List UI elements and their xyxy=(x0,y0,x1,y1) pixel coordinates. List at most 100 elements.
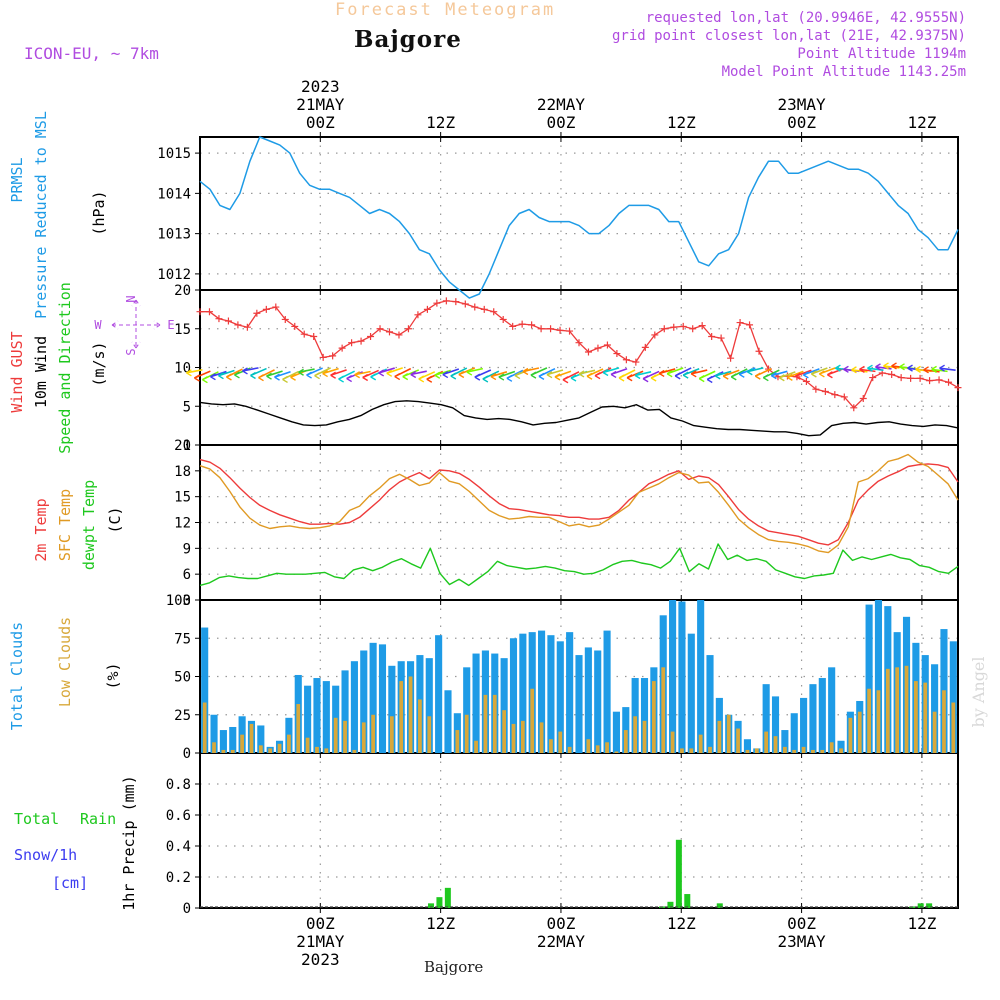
prmsl-line xyxy=(199,136,959,299)
wind-direction-arrow xyxy=(939,367,956,371)
wind-gust-marker xyxy=(869,374,877,382)
x-tick-label-top: 22MAY xyxy=(537,95,586,114)
wind-arrowhead xyxy=(274,373,280,381)
wind-gust-marker xyxy=(499,315,507,323)
wind-direction-arrow xyxy=(851,369,868,373)
precip-snow-unit-label: [cm] xyxy=(52,874,88,892)
wind-arrowhead xyxy=(290,373,296,381)
wind-direction-arrow xyxy=(867,367,884,371)
wind-unit-label: (m/s) xyxy=(90,341,108,386)
wind-arrowhead xyxy=(466,368,473,376)
wind-arrowhead xyxy=(258,374,264,382)
rain-bar xyxy=(716,903,723,908)
x-tick-label-bottom: 12Z xyxy=(426,914,455,933)
wind-10m-label: 10m Wind xyxy=(32,336,50,408)
low-clouds-bar xyxy=(296,704,301,753)
wind-arrowhead xyxy=(338,375,345,383)
wind-arrowhead xyxy=(891,362,897,370)
low-clouds-bar xyxy=(726,714,731,753)
total-clouds-bar xyxy=(631,678,639,753)
y-tick-label: 5 xyxy=(183,399,191,415)
wind-gust-marker xyxy=(945,378,953,386)
x-tick-label-top: 12Z xyxy=(667,113,696,132)
total-clouds-bar xyxy=(547,635,555,753)
wind-arrowhead xyxy=(498,373,505,381)
wind-gust-marker xyxy=(215,315,223,323)
low-clouds-bar xyxy=(418,699,422,753)
wind-speed-direction-label: Speed and Direction xyxy=(56,282,74,454)
wind-arrowhead xyxy=(578,370,585,378)
wind-arrowhead xyxy=(843,365,849,373)
low-clouds-bar xyxy=(623,730,628,753)
panel-frame xyxy=(199,752,959,909)
wind-gust-marker xyxy=(888,370,896,378)
wind-arrowhead xyxy=(738,370,745,378)
total-clouds-bar xyxy=(828,667,836,753)
total-clouds-bar xyxy=(706,655,714,753)
gridpoint-coords: grid point closest lon,lat (21E, 42.9375… xyxy=(611,28,966,44)
total-clouds-bar xyxy=(781,730,789,753)
location-title: Bajgore xyxy=(354,26,462,53)
wind-direction-arrow xyxy=(602,367,620,374)
wind-gust-marker xyxy=(935,376,943,384)
wind-arrowhead xyxy=(410,370,417,379)
wind-gust-marker xyxy=(518,320,526,328)
rain-bar xyxy=(428,903,435,908)
total-clouds-bar xyxy=(425,658,433,753)
total-clouds-bar xyxy=(360,650,368,753)
low-clouds-bar xyxy=(502,710,507,753)
low-clouds-bar xyxy=(848,717,853,753)
compass-west: W xyxy=(94,318,102,332)
x-tick-label-top: 23MAY xyxy=(778,95,827,114)
wind-arrowhead xyxy=(811,370,817,378)
low-clouds-bar xyxy=(736,728,740,753)
low-clouds-bar xyxy=(661,667,666,753)
low-clouds-bar xyxy=(876,690,881,753)
wind-arrowhead xyxy=(706,375,713,384)
wind-arrowhead xyxy=(658,369,665,378)
low-clouds-label: Low Clouds xyxy=(56,617,74,707)
wind-arrowhead xyxy=(490,372,497,381)
low-clouds-bar xyxy=(792,749,797,753)
low-clouds-bar xyxy=(408,676,413,753)
wind-arrowhead xyxy=(875,363,881,371)
wind-direction-arrow xyxy=(883,365,900,369)
wind-gust-marker xyxy=(376,325,384,333)
wind-arrowhead xyxy=(386,369,393,377)
y-tick-label: 0 xyxy=(183,901,191,917)
wind-gust-marker xyxy=(243,323,251,331)
total-clouds-bar xyxy=(229,726,237,753)
wind-arrowhead xyxy=(722,372,729,380)
wind-gust-marker xyxy=(802,377,810,385)
rain-bar xyxy=(684,894,691,908)
total-clouds-bar xyxy=(697,600,705,753)
low-clouds-bar xyxy=(230,749,235,753)
low-clouds-bar xyxy=(829,742,834,753)
low-clouds-bar xyxy=(305,737,310,753)
panel-frame xyxy=(199,136,959,291)
wind-arrowhead xyxy=(690,370,697,378)
wind-arrowhead xyxy=(522,367,529,376)
total-clouds-bar xyxy=(809,684,817,753)
total-clouds-bar xyxy=(743,739,752,753)
y-tick-label: 0 xyxy=(183,438,191,454)
wind-gust-marker xyxy=(584,348,592,356)
low-clouds-bar xyxy=(614,751,619,753)
wind-arrowhead xyxy=(698,375,705,383)
y-tick-label: 21 xyxy=(174,438,191,454)
wind-gust-marker xyxy=(746,321,754,329)
wind-arrowhead xyxy=(851,366,857,374)
low-clouds-bar xyxy=(399,681,404,753)
low-clouds-bar xyxy=(343,720,347,753)
wind-direction-arrow xyxy=(875,366,892,370)
wind-gust-marker xyxy=(224,317,232,325)
wind-direction-arrow xyxy=(546,369,564,376)
wind-arrowhead xyxy=(602,368,609,377)
wind-gust-marker xyxy=(840,393,848,401)
low-clouds-bar xyxy=(221,749,226,753)
low-clouds-bar xyxy=(268,748,273,753)
point-altitude: Point Altitude 1194m xyxy=(797,46,966,62)
total-clouds-bar xyxy=(388,665,396,753)
low-clouds-bar xyxy=(371,714,375,753)
wind-gust-marker xyxy=(698,322,706,330)
